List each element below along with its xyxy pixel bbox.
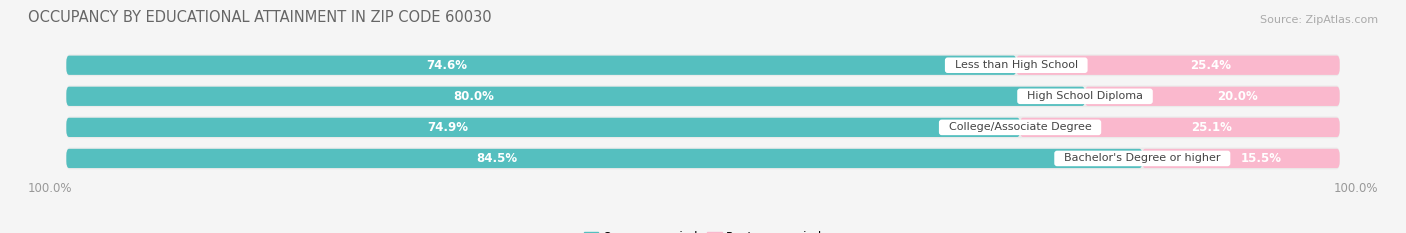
FancyBboxPatch shape bbox=[66, 116, 1340, 138]
FancyBboxPatch shape bbox=[1085, 87, 1340, 106]
FancyBboxPatch shape bbox=[66, 118, 1021, 137]
Text: 100.0%: 100.0% bbox=[1333, 182, 1378, 195]
FancyBboxPatch shape bbox=[1142, 149, 1340, 168]
Text: High School Diploma: High School Diploma bbox=[1019, 91, 1150, 101]
FancyBboxPatch shape bbox=[66, 147, 1340, 169]
Text: 100.0%: 100.0% bbox=[28, 182, 73, 195]
Text: 74.9%: 74.9% bbox=[427, 121, 468, 134]
FancyBboxPatch shape bbox=[1021, 118, 1340, 137]
Text: 20.0%: 20.0% bbox=[1218, 90, 1258, 103]
Text: 84.5%: 84.5% bbox=[477, 152, 517, 165]
FancyBboxPatch shape bbox=[66, 86, 1340, 107]
FancyBboxPatch shape bbox=[66, 87, 1085, 106]
Text: 74.6%: 74.6% bbox=[426, 59, 467, 72]
FancyBboxPatch shape bbox=[66, 149, 1142, 168]
Text: 15.5%: 15.5% bbox=[1240, 152, 1281, 165]
Legend: Owner-occupied, Renter-occupied: Owner-occupied, Renter-occupied bbox=[579, 226, 827, 233]
Text: College/Associate Degree: College/Associate Degree bbox=[942, 122, 1098, 132]
Text: Bachelor's Degree or higher: Bachelor's Degree or higher bbox=[1057, 154, 1227, 163]
Text: Less than High School: Less than High School bbox=[948, 60, 1085, 70]
Text: OCCUPANCY BY EDUCATIONAL ATTAINMENT IN ZIP CODE 60030: OCCUPANCY BY EDUCATIONAL ATTAINMENT IN Z… bbox=[28, 10, 492, 25]
Text: 25.4%: 25.4% bbox=[1189, 59, 1230, 72]
Text: 25.1%: 25.1% bbox=[1191, 121, 1232, 134]
Text: Source: ZipAtlas.com: Source: ZipAtlas.com bbox=[1260, 15, 1378, 25]
FancyBboxPatch shape bbox=[1017, 56, 1340, 75]
Text: 80.0%: 80.0% bbox=[453, 90, 495, 103]
FancyBboxPatch shape bbox=[66, 56, 1017, 75]
FancyBboxPatch shape bbox=[66, 54, 1340, 76]
